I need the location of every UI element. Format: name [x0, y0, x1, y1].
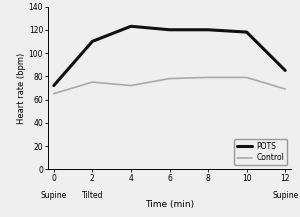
Control [284, 88, 287, 90]
Control [245, 76, 248, 79]
Control [91, 81, 94, 83]
X-axis label: Time (min): Time (min) [145, 200, 194, 209]
Line: POTS: POTS [54, 26, 285, 85]
Y-axis label: Heart rate (bpm): Heart rate (bpm) [17, 52, 26, 123]
POTS [91, 40, 94, 43]
Line: Control: Control [54, 77, 285, 94]
Legend: POTS, Control: POTS, Control [234, 139, 287, 165]
Control [168, 77, 171, 80]
Control [52, 92, 56, 95]
POTS [52, 84, 56, 87]
POTS [206, 28, 210, 31]
POTS [284, 69, 287, 72]
POTS [168, 28, 171, 31]
Text: Tilted: Tilted [82, 191, 103, 201]
Control [206, 76, 210, 79]
POTS [129, 25, 133, 28]
POTS [245, 31, 248, 33]
Text: Supine: Supine [41, 191, 67, 201]
Text: Supine: Supine [272, 191, 298, 201]
Control [129, 84, 133, 87]
